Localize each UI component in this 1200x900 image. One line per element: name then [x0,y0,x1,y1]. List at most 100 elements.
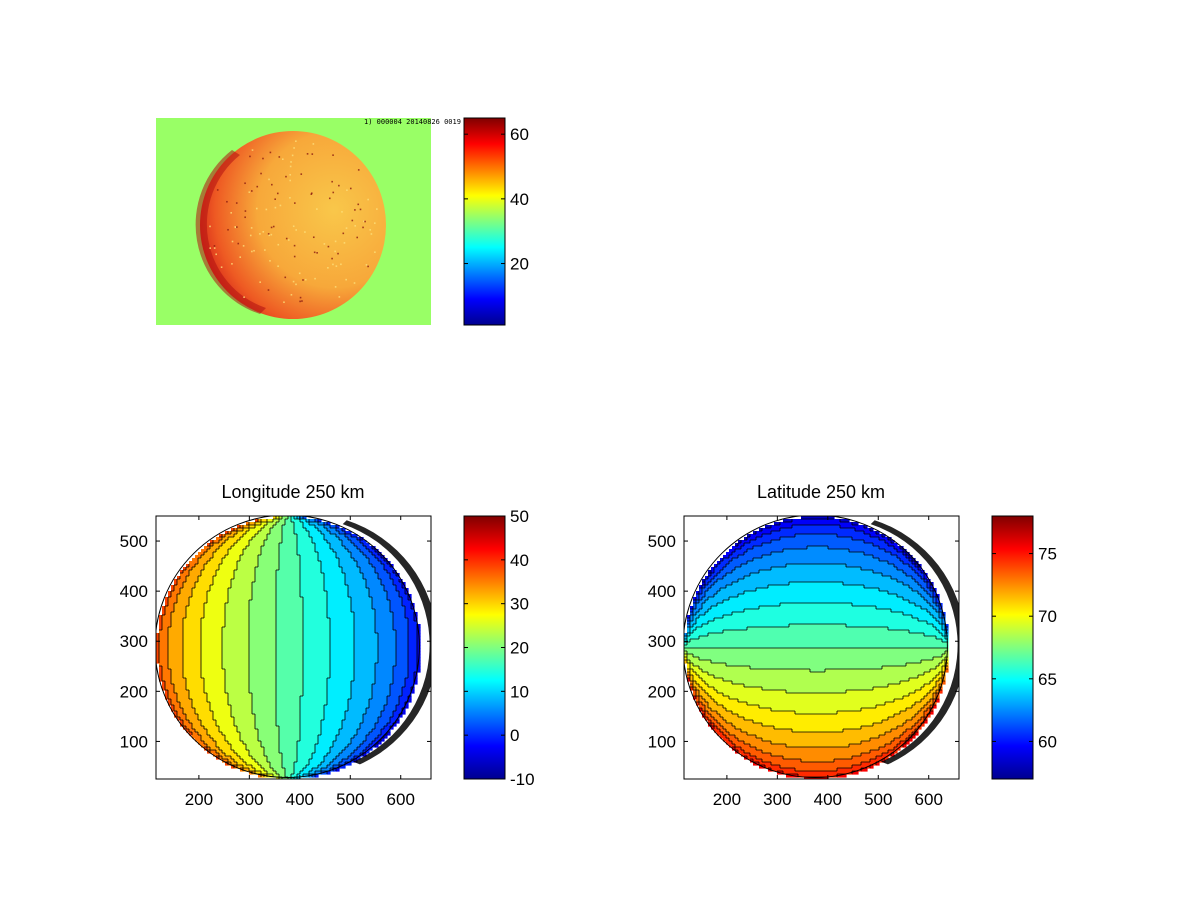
latitude-band-cell [717,702,748,706]
longitude-band-cell [189,597,208,601]
longitude-band-cell [213,552,229,556]
longitude-band-cell [234,570,256,574]
latitude-band-cell [711,567,715,571]
longitude-band-cell [231,531,238,535]
latitude-band-cell [939,612,943,616]
longitude-band-cell [300,588,325,592]
latitude-band-cell [906,720,919,724]
longitude-colorbar-tick-label: 20 [510,639,529,658]
longitude-band-cell [303,630,331,634]
latitude-band-cell [846,690,916,694]
disk-speckle [292,280,295,283]
longitude-band-cell [369,588,385,592]
latitude-band-cell [693,678,703,682]
latitude-band-cell [930,690,937,694]
latitude-band-cell [900,558,910,562]
longitude-band-cell [183,651,202,655]
longitude-band-cell [297,747,316,751]
latitude-band-cell [801,759,835,763]
longitude-band-cell [171,588,175,592]
longitude-band-cell [300,717,325,721]
longitude-band-cell [171,618,184,622]
latitude-band-cell [705,594,715,598]
longitude-band-cell [258,762,271,766]
longitude-band-cell [249,540,265,544]
longitude-band-cell [330,648,355,652]
longitude-band-cell [240,732,259,736]
longitude-band-cell [159,657,169,661]
longitude-band-cell [171,681,187,685]
longitude-band-cell [255,723,277,727]
longitude-band-cell [231,765,235,769]
longitude-band-cell [207,744,217,748]
longitude-band-cell [255,522,262,526]
longitude-band-cell [330,672,355,676]
longitude-band-cell [249,648,277,652]
disk-speckle [289,179,291,182]
disk-speckle [292,225,295,228]
longitude-band-cell [396,663,409,667]
longitude-band-cell [282,765,295,769]
latitude-band-cell [921,585,928,589]
longitude-band-cell [321,561,340,565]
longitude-band-cell [228,759,235,763]
longitude-band-cell [387,594,400,598]
disk-speckle [359,208,362,211]
disk-speckle [242,245,245,247]
longitude-band-cell [249,636,277,640]
latitude-band-cell [741,540,751,544]
latitude-band-cell [891,552,904,556]
latitude-band-cell [873,723,904,727]
latitude-band-cell [693,690,697,694]
longitude-band-cell [159,645,169,649]
longitude-band-cell [198,741,205,745]
longitude-band-cell [270,762,283,766]
latitude-band-cell [726,735,736,739]
longitude-band-cell [210,543,214,547]
longitude-band-cell [303,627,331,631]
longitude-band-cell [168,699,172,703]
latitude-band-cell [927,609,937,613]
longitude-band-cell [276,660,304,664]
longitude-band-cell [156,657,160,661]
disk-speckle [357,203,360,206]
latitude-band-cell [708,705,724,709]
longitude-band-cell [345,747,358,751]
longitude-band-cell [279,543,298,547]
longitude-band-cell [396,660,409,664]
longitude-band-cell [372,552,379,556]
longitude-band-cell [189,729,196,733]
longitude-band-cell [300,579,325,583]
latitude-band-cell [936,690,940,694]
latitude-xtick-label: 400 [814,790,842,809]
latitude-band-cell [924,633,943,637]
longitude-band-cell [273,519,280,523]
longitude-band-cell [255,714,277,718]
longitude-band-cell [408,642,418,646]
latitude-band-cell [918,582,928,586]
longitude-band-cell [303,525,316,529]
latitude-band-cell [930,588,934,592]
longitude-band-cell [294,522,304,526]
latitude-band-cell [894,714,916,718]
latitude-band-cell [693,654,943,658]
longitude-band-cell [276,654,304,658]
longitude-band-cell [414,618,418,622]
longitude-band-cell [354,669,376,673]
disk-speckle [271,183,273,186]
latitude-band-cell [717,726,724,730]
longitude-band-cell [294,531,310,535]
longitude-colorbar-tick-label: 40 [510,551,529,570]
longitude-band-cell [198,732,208,736]
longitude-band-cell [216,741,229,745]
longitude-band-cell [318,555,337,559]
longitude-band-cell [297,777,301,779]
latitude-band-cell [891,540,895,544]
longitude-band-cell [297,753,313,757]
longitude-band-cell [375,624,394,628]
longitude-band-cell [303,768,313,772]
longitude-band-cell [165,597,169,601]
latitude-band-cell [711,714,721,718]
latitude-band-cell [696,690,700,694]
disk-speckle [295,283,297,286]
